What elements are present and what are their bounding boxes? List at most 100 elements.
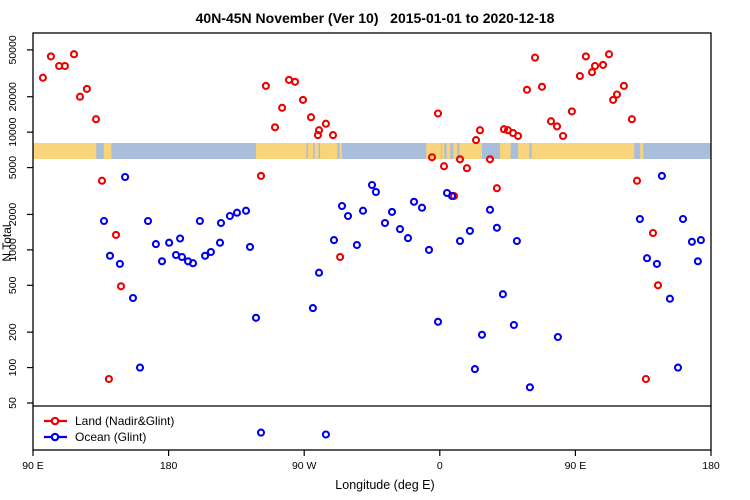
data-point <box>111 230 121 239</box>
data-point <box>367 180 377 190</box>
data-point <box>329 236 339 245</box>
strip-land-segment <box>442 143 445 159</box>
y-tick-label: 200 <box>7 323 19 341</box>
data-point <box>546 117 556 126</box>
data-point <box>256 428 266 437</box>
data-point <box>328 131 338 140</box>
data-point <box>609 95 618 104</box>
data-point <box>69 50 79 59</box>
data-point <box>46 52 55 61</box>
data-point <box>251 313 261 322</box>
data-point <box>115 259 124 268</box>
data-point <box>433 109 443 118</box>
data-point <box>455 236 465 246</box>
data-point <box>471 136 481 145</box>
data-point <box>462 164 471 173</box>
data-point <box>321 119 330 128</box>
data-point <box>498 290 507 299</box>
data-point <box>552 122 562 131</box>
strip-land-segment <box>339 143 342 159</box>
data-point <box>116 282 126 291</box>
data-point <box>648 228 658 238</box>
data-point <box>537 82 547 91</box>
data-point <box>513 131 523 141</box>
data-point <box>509 320 518 330</box>
data-point <box>177 252 187 262</box>
y-axis-title: N Total <box>0 224 14 261</box>
legend-marker-circle <box>50 416 60 426</box>
data-point <box>380 218 390 228</box>
data-point <box>530 53 540 62</box>
data-point <box>477 330 487 339</box>
data-point <box>143 216 153 226</box>
y-tick-label: 10000 <box>7 117 19 146</box>
data-point <box>598 60 608 69</box>
strip-land-segment <box>453 143 458 159</box>
data-point <box>336 252 345 262</box>
data-point <box>206 247 215 257</box>
data-point <box>485 205 495 214</box>
data-point <box>587 68 597 77</box>
strip-land-segment <box>33 143 97 159</box>
chart-title: 40N-45N November (Ver 10) 2015-01-01 to … <box>195 10 555 26</box>
y-tick-label: 20000 <box>7 82 19 111</box>
data-point <box>455 155 465 164</box>
data-point <box>395 225 405 234</box>
strip-land-segment <box>446 143 451 159</box>
data-point <box>261 81 270 90</box>
strip-land-segment <box>531 143 635 159</box>
data-point <box>693 257 702 266</box>
data-point <box>590 61 600 71</box>
data-point <box>188 259 198 268</box>
x-tick-label: 180 <box>702 460 720 472</box>
data-point <box>352 240 361 250</box>
data-point <box>278 103 287 112</box>
strip-land-segment <box>518 143 530 159</box>
data-point <box>678 214 688 224</box>
strip-land-segment <box>255 143 307 159</box>
data-point <box>97 176 107 185</box>
strip-land-segment <box>103 143 112 159</box>
data-point <box>696 236 705 245</box>
data-point <box>439 162 449 171</box>
data-point <box>653 281 663 290</box>
data-point <box>358 206 368 215</box>
plot-border <box>32 32 712 451</box>
data-point <box>673 363 683 372</box>
data-point <box>558 131 568 141</box>
data-point <box>417 203 427 212</box>
data-point <box>195 216 204 226</box>
data-point <box>99 216 109 226</box>
data-points <box>38 50 705 439</box>
data-point <box>525 383 534 392</box>
data-point <box>151 240 160 249</box>
data-point <box>403 234 413 243</box>
data-point <box>657 171 666 180</box>
data-point <box>337 201 347 211</box>
data-point <box>567 107 576 116</box>
strip-land-segment <box>500 143 511 159</box>
latitude-band-map-strip <box>33 143 711 159</box>
data-point <box>433 317 443 326</box>
data-point <box>470 365 479 374</box>
data-point <box>553 332 562 342</box>
strip-land-segment <box>307 143 314 159</box>
data-point <box>427 153 437 162</box>
data-point <box>612 90 622 99</box>
data-point <box>128 293 138 303</box>
data-point <box>256 171 266 180</box>
y-tick-label: 5000 <box>7 156 19 180</box>
data-point <box>652 259 661 268</box>
data-point <box>641 374 650 384</box>
data-point <box>308 304 317 313</box>
data-point <box>157 257 167 266</box>
strip-land-segment <box>640 143 644 159</box>
axis-ticks: 50000 20000 10000 5000 2000 1000 500 200 100 50 90… <box>7 35 720 472</box>
data-point <box>313 131 322 140</box>
data-point <box>306 113 316 122</box>
y-tick-label: 1000 <box>7 238 19 262</box>
data-point <box>619 81 628 90</box>
data-point <box>492 184 501 193</box>
data-point <box>216 218 226 228</box>
